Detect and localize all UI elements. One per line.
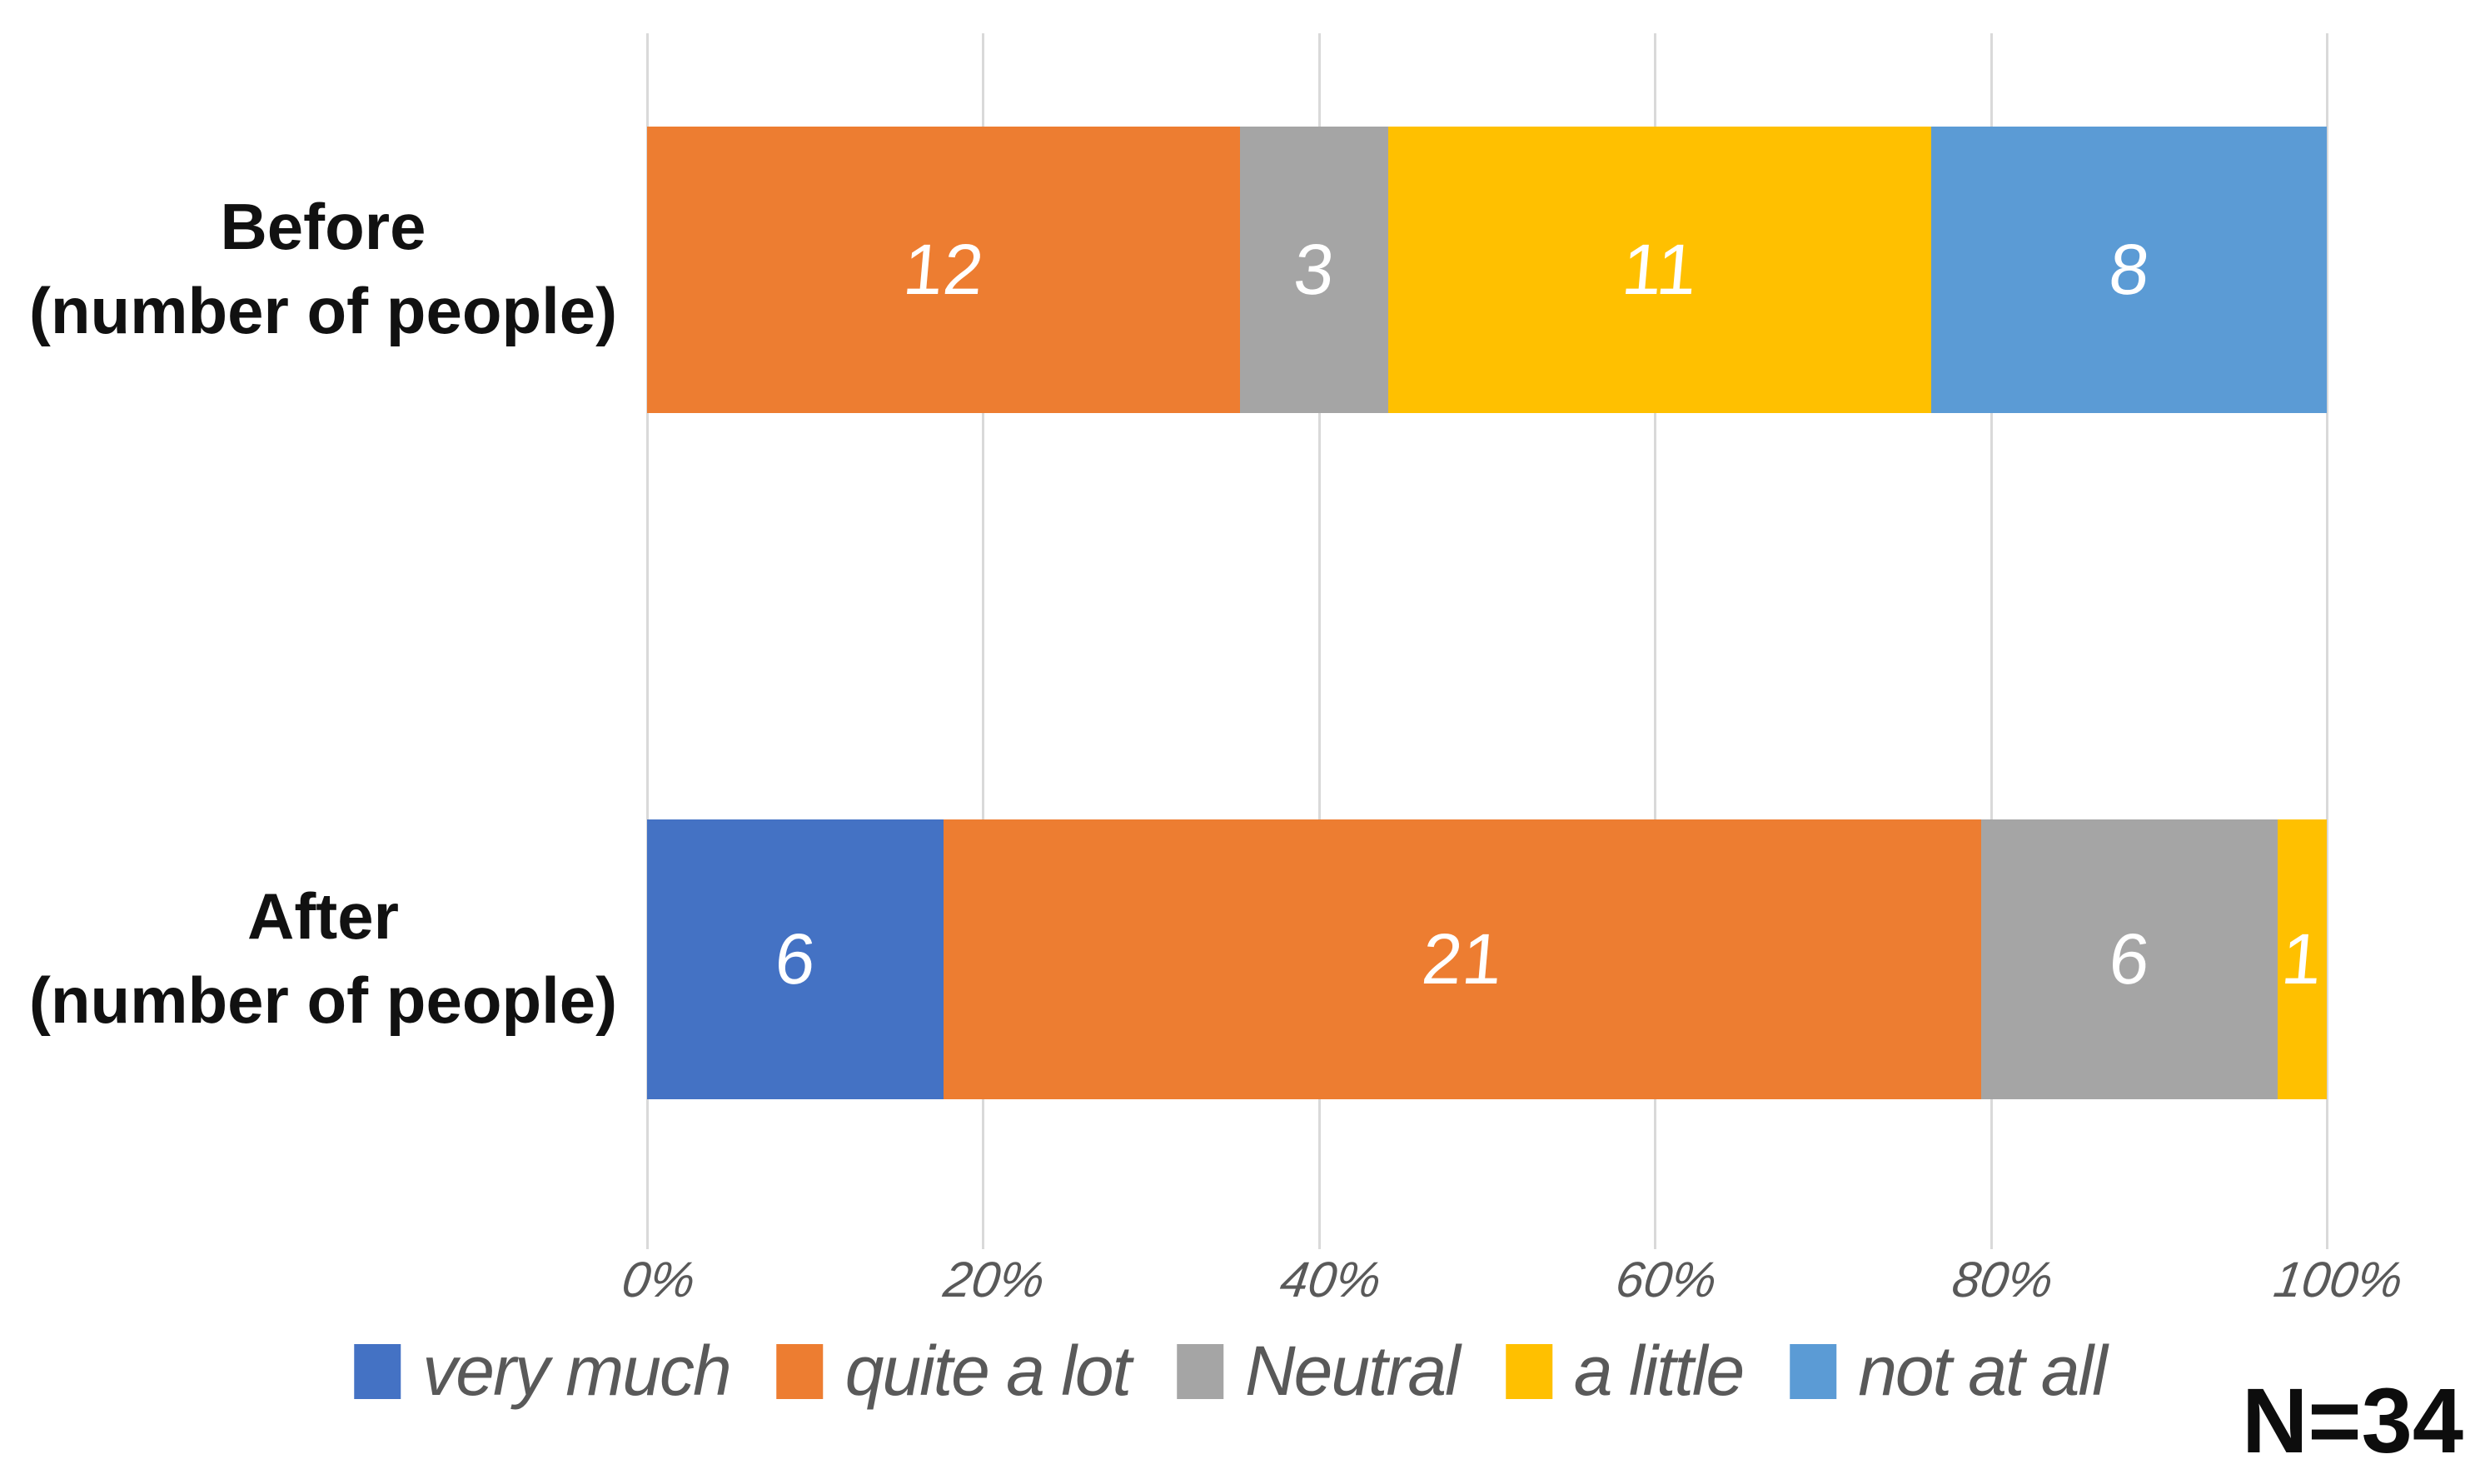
x-tick-60%: 60% (1612, 1252, 1721, 1307)
x-tick-100%: 100% (2270, 1252, 2407, 1307)
legend-label: very much (422, 1332, 731, 1410)
bar-segment-after-Neutral: 6 (1980, 819, 2278, 1099)
legend-item-quite-a-lot: quite a lot (776, 1331, 1132, 1412)
data-label: 12 (899, 229, 988, 310)
bar-row-after: 6 21 6 1 (647, 819, 2327, 1099)
data-label: 11 (1619, 229, 1701, 310)
legend-swatch-icon (1505, 1343, 1552, 1399)
data-label: 6 (771, 919, 819, 999)
bar-segment-before-a-little: 11 (1387, 127, 1932, 413)
gridline-100% (2326, 33, 2328, 1249)
bar-segment-after-quite-a-lot: 21 (943, 819, 1981, 1099)
legend-label: a little (1573, 1332, 1745, 1410)
data-label: 6 (2105, 919, 2153, 999)
legend-swatch-icon (354, 1343, 401, 1399)
bar-segment-before-not-at-all: 8 (1931, 127, 2327, 413)
legend-item-a-little: a little (1505, 1331, 1745, 1412)
x-tick-0%: 0% (618, 1252, 700, 1307)
legend-label: Neutral (1244, 1332, 1461, 1410)
legend-item-very-much: very much (354, 1331, 732, 1412)
data-label: 1 (2278, 919, 2326, 999)
data-label: 8 (2105, 229, 2153, 310)
category-label-after: After (number of people) (7, 874, 640, 1043)
gridline-40% (1317, 33, 1321, 1249)
category-label-before-line1: Before (220, 190, 426, 263)
gridline-80% (1990, 33, 1993, 1249)
gridline-0% (646, 33, 649, 1249)
bar-segment-after-a-little: 1 (2277, 819, 2327, 1099)
legend-label: quite a lot (844, 1332, 1132, 1410)
bar-segment-before-quite-a-lot: 12 (647, 127, 1240, 413)
x-tick-80%: 80% (1948, 1252, 2057, 1307)
bar-row-before: 12 3 11 8 (647, 127, 2327, 413)
gridline-20% (982, 33, 985, 1249)
bar-segment-before-Neutral: 3 (1239, 127, 1388, 413)
gridline-60% (1654, 33, 1657, 1249)
category-label-after-line2: (number of people) (28, 964, 618, 1038)
bar-segment-after-very-much: 6 (647, 819, 944, 1099)
legend-label: not at all (1858, 1332, 2108, 1410)
legend-swatch-icon (1176, 1343, 1223, 1399)
legend-item-not-at-all: not at all (1790, 1331, 2108, 1412)
plot-area: 12 3 11 8 6 21 6 1 (646, 33, 2328, 1249)
legend: very much quite a lot Neutral a little not a… (354, 1331, 2108, 1412)
legend-swatch-icon (776, 1343, 824, 1399)
legend-item-Neutral: Neutral (1176, 1331, 1461, 1412)
legend-swatch-icon (1790, 1343, 1837, 1399)
category-label-after-line1: After (247, 879, 399, 953)
x-tick-40%: 40% (1277, 1252, 1385, 1307)
data-label: 21 (1418, 919, 1506, 999)
data-label: 3 (1290, 229, 1338, 310)
category-label-before: Before (number of people) (7, 185, 640, 354)
sample-size-annotation: N=34 (2241, 1370, 2463, 1472)
x-tick-20%: 20% (940, 1252, 1049, 1307)
category-label-before-line2: (number of people) (28, 274, 618, 348)
